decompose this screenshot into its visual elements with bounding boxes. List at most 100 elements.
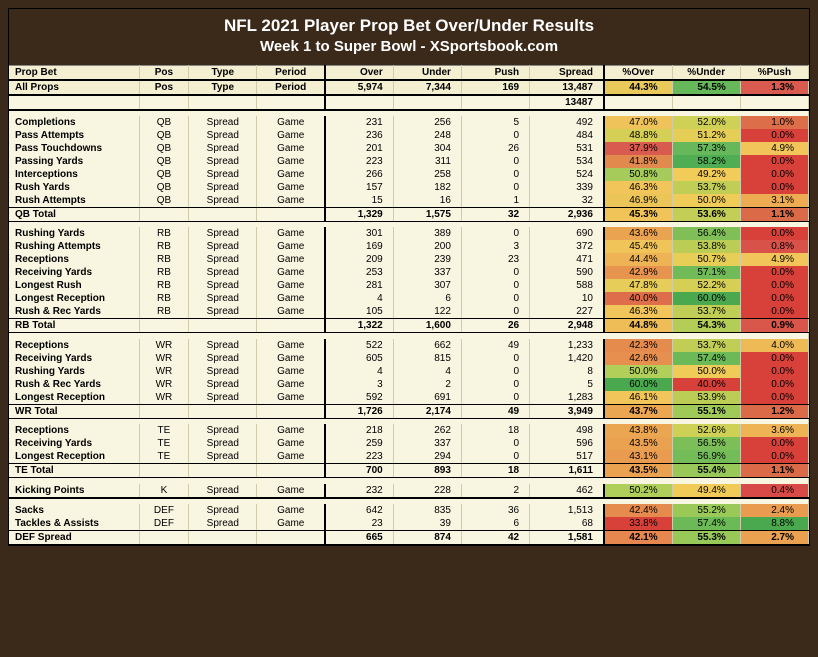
pct-cell: 57.1% bbox=[672, 266, 740, 279]
pct-cell: 0.0% bbox=[740, 378, 808, 391]
data-row: Rushing YardsWRSpreadGame440850.0%50.0%0… bbox=[9, 365, 809, 378]
pct-cell: 51.2% bbox=[672, 129, 740, 142]
pct-cell: 48.8% bbox=[604, 129, 672, 142]
pct-cell: 33.8% bbox=[604, 517, 672, 531]
pct-cell: 1.2% bbox=[740, 404, 808, 418]
data-row: Rush AttemptsQBSpreadGame151613246.9%50.… bbox=[9, 194, 809, 208]
column-header: Period bbox=[257, 65, 325, 80]
pct-cell: 47.0% bbox=[604, 116, 672, 129]
data-row: Rush & Rec YardsRBSpreadGame105122022746… bbox=[9, 305, 809, 319]
data-row: Longest ReceptionWRSpreadGame59269101,28… bbox=[9, 391, 809, 405]
pct-cell: 37.9% bbox=[604, 142, 672, 155]
data-row: Longest ReceptionTESpreadGame22329405174… bbox=[9, 450, 809, 464]
pct-cell: 0.0% bbox=[740, 168, 808, 181]
data-row: InterceptionsQBSpreadGame266258052450.8%… bbox=[9, 168, 809, 181]
all-props-row: All PropsPosTypePeriod5,9747,34416913,48… bbox=[9, 80, 809, 95]
pct-cell: 0.0% bbox=[740, 352, 808, 365]
data-row: Passing YardsQBSpreadGame223311053441.8%… bbox=[9, 155, 809, 168]
data-row: Pass TouchdownsQBSpreadGame2013042653137… bbox=[9, 142, 809, 155]
section-total-row: RB Total1,3221,600262,94844.8%54.3%0.9% bbox=[9, 319, 809, 333]
data-row: CompletionsQBSpreadGame231256549247.0%52… bbox=[9, 116, 809, 129]
pct-cell: 47.8% bbox=[604, 279, 672, 292]
pct-cell: 3.1% bbox=[740, 194, 808, 208]
column-header: Spread bbox=[530, 65, 604, 80]
data-row: Rush YardsQBSpreadGame157182033946.3%53.… bbox=[9, 181, 809, 194]
column-header: Under bbox=[393, 65, 461, 80]
pct-cell: 50.0% bbox=[672, 194, 740, 208]
pct-cell: 0.0% bbox=[740, 129, 808, 142]
data-row: Receiving YardsTESpreadGame259337059643.… bbox=[9, 437, 809, 450]
column-header: Pos bbox=[139, 65, 189, 80]
column-header: Prop Bet bbox=[9, 65, 139, 80]
data-row: Rushing YardsRBSpreadGame301389069043.6%… bbox=[9, 227, 809, 240]
title-line-2: Week 1 to Super Bowl - XSportsbook.com bbox=[9, 37, 809, 57]
pct-cell: 1.1% bbox=[740, 207, 808, 221]
pct-cell: 49.2% bbox=[672, 168, 740, 181]
pct-cell: 0.0% bbox=[740, 155, 808, 168]
pct-cell: 60.0% bbox=[672, 292, 740, 305]
pct-cell: 41.8% bbox=[604, 155, 672, 168]
pct-cell: 57.4% bbox=[672, 517, 740, 531]
data-row: Receiving YardsWRSpreadGame60581501,4204… bbox=[9, 352, 809, 365]
pct-cell: 1.1% bbox=[740, 464, 808, 478]
pct-cell: 4.9% bbox=[740, 142, 808, 155]
section-total-row: QB Total1,3291,575322,93645.3%53.6%1.1% bbox=[9, 207, 809, 221]
pct-cell: 46.3% bbox=[604, 305, 672, 319]
section-total-row: TE Total700893181,61143.5%55.4%1.1% bbox=[9, 464, 809, 478]
pct-cell: 40.0% bbox=[672, 378, 740, 391]
pct-cell: 54.5% bbox=[672, 80, 740, 95]
spread-dup-row: 13487 bbox=[9, 95, 809, 110]
pct-cell: 42.9% bbox=[604, 266, 672, 279]
pct-cell: 42.1% bbox=[604, 530, 672, 544]
pct-cell: 55.3% bbox=[672, 530, 740, 544]
pct-cell: 53.7% bbox=[672, 305, 740, 319]
pct-cell: 43.6% bbox=[604, 227, 672, 240]
pct-cell: 56.5% bbox=[672, 437, 740, 450]
data-row: Kicking PointsKSpreadGame232228246250.2%… bbox=[9, 484, 809, 498]
title-block: NFL 2021 Player Prop Bet Over/Under Resu… bbox=[9, 9, 809, 65]
data-row: ReceptionsTESpreadGame2182621849843.8%52… bbox=[9, 424, 809, 437]
pct-cell: 42.6% bbox=[604, 352, 672, 365]
pct-cell: 54.3% bbox=[672, 319, 740, 333]
pct-cell: 53.8% bbox=[672, 240, 740, 253]
pct-cell: 42.4% bbox=[604, 504, 672, 517]
pct-cell: 0.0% bbox=[740, 292, 808, 305]
pct-cell: 50.8% bbox=[604, 168, 672, 181]
data-row: Pass AttemptsQBSpreadGame236248048448.8%… bbox=[9, 129, 809, 142]
data-row: ReceptionsWRSpreadGame522662491,23342.3%… bbox=[9, 339, 809, 352]
pct-cell: 46.3% bbox=[604, 181, 672, 194]
pct-cell: 0.0% bbox=[740, 391, 808, 405]
pct-cell: 44.4% bbox=[604, 253, 672, 266]
pct-cell: 55.1% bbox=[672, 404, 740, 418]
pct-cell: 4.0% bbox=[740, 339, 808, 352]
pct-cell: 2.7% bbox=[740, 530, 808, 544]
pct-cell: 8.8% bbox=[740, 517, 808, 531]
data-row: Rushing AttemptsRBSpreadGame169200337245… bbox=[9, 240, 809, 253]
pct-cell: 1.3% bbox=[740, 80, 808, 95]
pct-cell: 55.2% bbox=[672, 504, 740, 517]
column-header: Push bbox=[461, 65, 529, 80]
data-row: SacksDEFSpreadGame642835361,51342.4%55.2… bbox=[9, 504, 809, 517]
pct-cell: 0.4% bbox=[740, 484, 808, 498]
pct-cell: 56.4% bbox=[672, 227, 740, 240]
pct-cell: 0.0% bbox=[740, 437, 808, 450]
pct-cell: 2.4% bbox=[740, 504, 808, 517]
pct-cell: 44.8% bbox=[604, 319, 672, 333]
pct-cell: 42.3% bbox=[604, 339, 672, 352]
pct-cell: 44.3% bbox=[604, 80, 672, 95]
pct-cell: 0.0% bbox=[740, 279, 808, 292]
pct-cell: 52.6% bbox=[672, 424, 740, 437]
pct-cell: 0.0% bbox=[740, 305, 808, 319]
data-row: Longest RushRBSpreadGame281307058847.8%5… bbox=[9, 279, 809, 292]
pct-cell: 4.9% bbox=[740, 253, 808, 266]
pct-cell: 57.3% bbox=[672, 142, 740, 155]
pct-cell: 46.1% bbox=[604, 391, 672, 405]
data-row: Receiving YardsRBSpreadGame253337059042.… bbox=[9, 266, 809, 279]
data-row: ReceptionsRBSpreadGame2092392347144.4%50… bbox=[9, 253, 809, 266]
column-header: %Under bbox=[672, 65, 740, 80]
pct-cell: 50.2% bbox=[604, 484, 672, 498]
pct-cell: 45.4% bbox=[604, 240, 672, 253]
column-header: Over bbox=[325, 65, 393, 80]
pct-cell: 56.9% bbox=[672, 450, 740, 464]
data-row: Longest ReceptionRBSpreadGame4601040.0%6… bbox=[9, 292, 809, 305]
